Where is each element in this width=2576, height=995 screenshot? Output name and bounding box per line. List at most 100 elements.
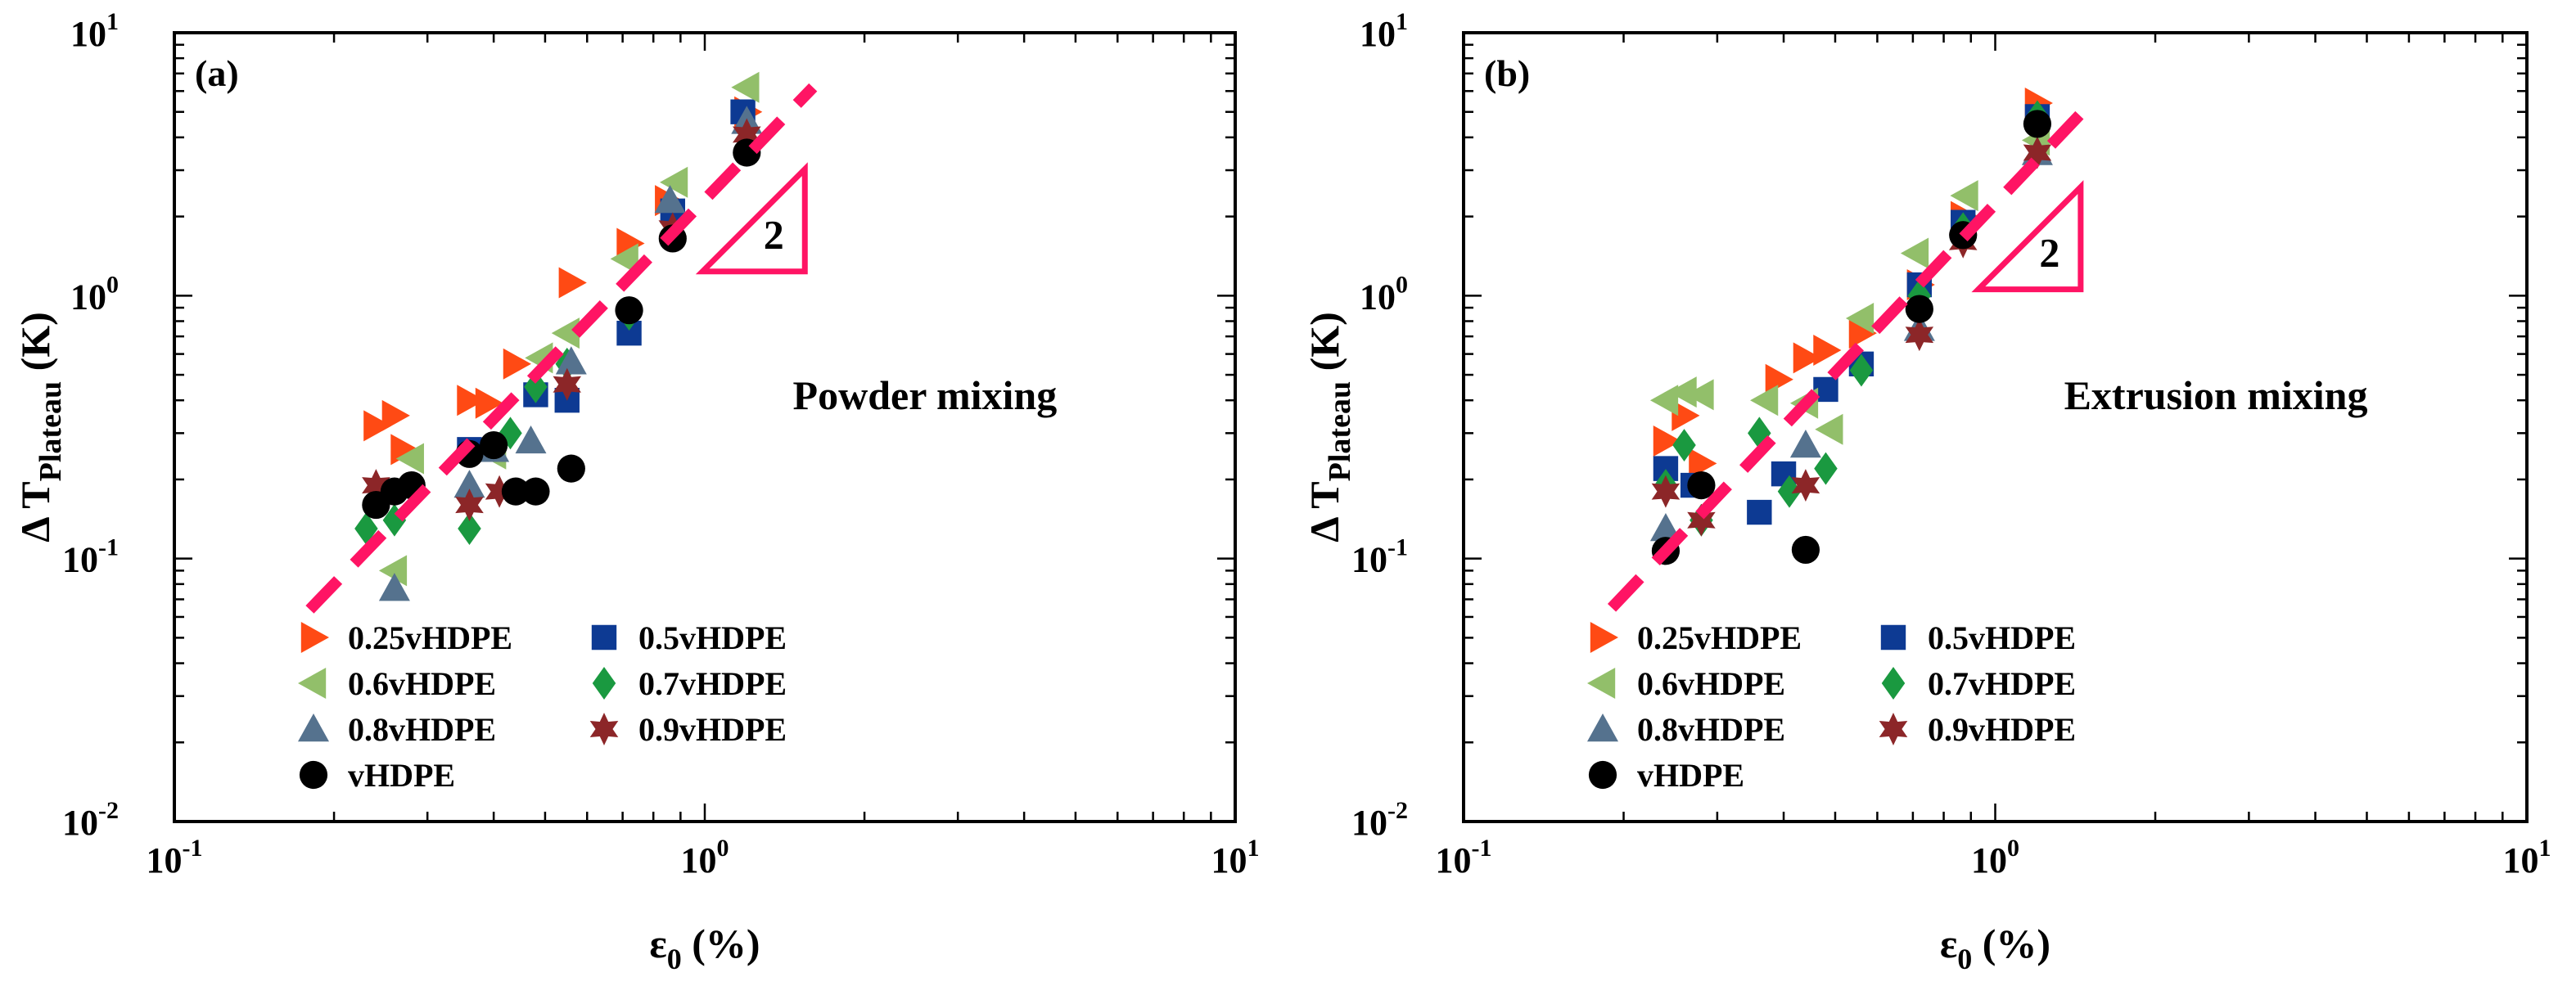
legend-marker [591, 624, 617, 651]
x-axis-label-symbol: ε [1940, 921, 1957, 966]
data-point [501, 477, 530, 506]
y-tick-base: 10 [62, 803, 98, 843]
y-tick-label: 100 [1360, 271, 1408, 317]
legend-label: 0.6vHDPE [1637, 665, 1785, 702]
data-point [558, 267, 587, 299]
data-point [381, 399, 410, 431]
data-point [1777, 475, 1802, 508]
data-point [615, 296, 643, 325]
data-point [1950, 180, 1978, 212]
x-tick-exponent: -1 [1472, 835, 1492, 862]
data-point [1813, 376, 1838, 403]
data-point [654, 185, 686, 214]
y-tick-base: 10 [1360, 277, 1396, 317]
legend-marker [1587, 714, 1618, 742]
data-point [363, 410, 392, 442]
series-0.6vHDPE [1649, 124, 2050, 445]
data-point [1905, 295, 1933, 323]
x-tick-label: 100 [1971, 835, 2019, 880]
legend-label: 0.9vHDPE [1928, 711, 2076, 748]
y-axis-label-unit: (K) [12, 312, 58, 381]
x-tick-base: 10 [2503, 840, 2539, 880]
data-point [1748, 416, 1771, 450]
legend-marker [1881, 667, 1906, 700]
y-tick-base: 10 [70, 277, 106, 317]
data-point [1791, 469, 1820, 502]
data-point [390, 434, 419, 466]
legend-label: 0.7vHDPE [1928, 665, 2076, 702]
y-tick-label: 10-1 [62, 534, 119, 580]
data-point [1789, 430, 1821, 458]
legend-label: 0.6vHDPE [348, 665, 496, 702]
y-tick-exponent: -1 [98, 534, 119, 561]
y-tick-label: 10-2 [1351, 797, 1408, 843]
x-tick-label: 10-1 [1436, 835, 1492, 880]
data-point [395, 443, 424, 475]
y-axis-label-symbol: Δ T [1302, 481, 1347, 542]
x-axis-label: ε0 (%) [1940, 921, 2050, 975]
slope-label: 2 [764, 212, 784, 258]
y-tick-base: 10 [62, 540, 98, 580]
x-tick-label: 100 [681, 835, 729, 880]
panel-label: (b) [1484, 52, 1530, 94]
data-point [557, 454, 585, 483]
data-point [1687, 470, 1716, 500]
x-tick-base: 10 [1436, 840, 1472, 880]
x-tick-exponent: 1 [1247, 835, 1260, 862]
x-tick-base: 10 [1211, 840, 1247, 880]
fit-line [1607, 101, 2093, 612]
data-point [1747, 499, 1772, 525]
data-point [453, 470, 485, 498]
legend-marker [1588, 760, 1617, 790]
legend-label: vHDPE [1637, 757, 1744, 794]
x-tick-base: 10 [681, 840, 717, 880]
data-point [378, 573, 410, 601]
data-point [1845, 303, 1874, 335]
x-axis-label-unit: (%) [682, 921, 760, 966]
legend-marker [299, 760, 328, 790]
data-point [475, 387, 504, 419]
data-point [1765, 363, 1793, 395]
data-point [733, 118, 761, 151]
data-point [382, 503, 407, 537]
data-point [1687, 503, 1716, 537]
data-point [555, 346, 587, 375]
data-point [1689, 448, 1717, 479]
data-point [458, 512, 481, 546]
data-point [2023, 110, 2052, 138]
series-0.8vHDPE [378, 106, 763, 601]
data-point [457, 385, 485, 416]
legend-label: 0.25vHDPE [348, 619, 512, 656]
legend-marker [1880, 624, 1906, 651]
data-point [521, 477, 550, 506]
legend: 0.25vHDPE 0.5vHDPE 0.6vHDPE 0.7vHDPE 0.8vHDP… [1587, 619, 2076, 794]
x-tick-exponent: 0 [717, 835, 729, 862]
data-point [551, 317, 580, 349]
x-axis-label-symbol: ε [649, 921, 666, 966]
y-tick-label: 100 [70, 271, 119, 317]
legend-marker [589, 713, 619, 745]
y-axis-label-unit: (K) [1302, 312, 1347, 381]
legend-marker [1587, 668, 1616, 699]
data-point [1815, 413, 1843, 445]
minor-ticks [1462, 33, 2527, 823]
legend-marker [298, 714, 329, 742]
fit-line [305, 83, 818, 614]
data-point [731, 71, 760, 103]
y-tick-exponent: 0 [1396, 271, 1408, 298]
x-tick-label: 10-1 [147, 835, 203, 880]
legend-marker [1879, 713, 1908, 745]
x-axis-label-unit: (%) [1972, 921, 2050, 966]
legend-label: 0.5vHDPE [1928, 619, 2076, 656]
series-0.6vHDPE [378, 71, 760, 587]
data-point [610, 243, 638, 275]
data-point [499, 416, 522, 450]
plot-frame [173, 31, 1237, 823]
y-tick-base: 10 [70, 14, 106, 54]
data-point [485, 475, 514, 508]
slope-triangle [695, 162, 808, 275]
x-tick-base: 10 [147, 840, 183, 880]
data-point [524, 370, 548, 403]
legend-label: vHDPE [348, 757, 455, 794]
